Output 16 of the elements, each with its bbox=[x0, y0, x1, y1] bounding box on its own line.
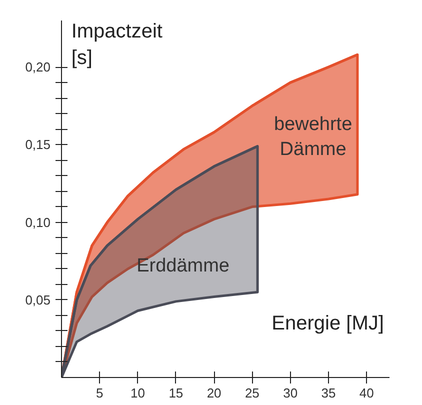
x-axis-title: Energie [MJ] bbox=[272, 312, 384, 335]
x-tick-label: 25 bbox=[244, 386, 260, 400]
x-tick-label: 30 bbox=[283, 386, 298, 400]
x-tick-label: 20 bbox=[206, 386, 222, 400]
y-tick-label: 0,05 bbox=[25, 292, 51, 308]
x-tick-label: 40 bbox=[359, 386, 374, 400]
annotation: Erddämme bbox=[136, 256, 230, 277]
y-axis-title: Impactzeit [s] bbox=[71, 20, 163, 69]
x-tick-label: 10 bbox=[130, 386, 146, 400]
x-tick-label: 15 bbox=[168, 386, 184, 400]
y-tick-label: 0,10 bbox=[25, 214, 51, 230]
y-tick-label: 0,15 bbox=[25, 137, 51, 152]
y-tick-label: 0,20 bbox=[25, 60, 51, 75]
x-tick-label: 5 bbox=[96, 386, 104, 400]
x-tick-label: 35 bbox=[321, 386, 336, 400]
annotation: bewehrte Dämme bbox=[274, 114, 352, 160]
